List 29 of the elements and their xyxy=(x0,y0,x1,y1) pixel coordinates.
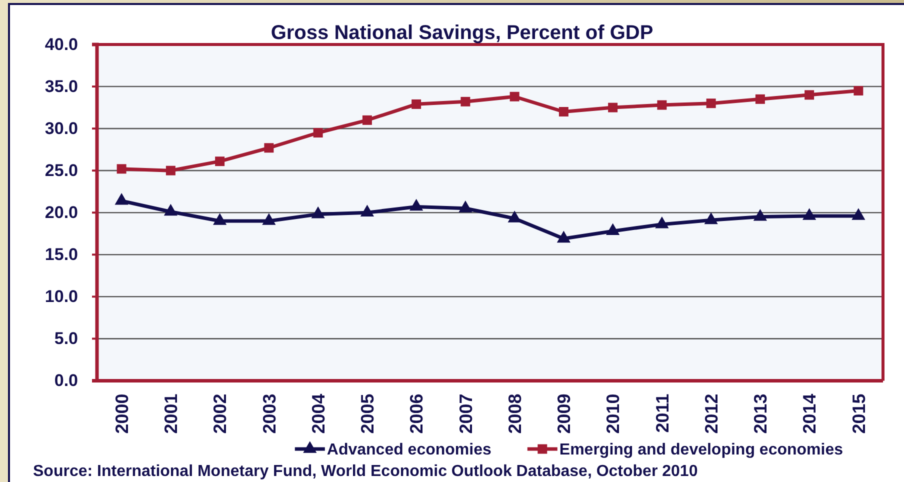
x-tick-label: 2003 xyxy=(259,394,280,434)
y-tick-label: 20.0 xyxy=(44,203,78,222)
x-tick-label: 2006 xyxy=(406,394,427,434)
x-tick-label: 2010 xyxy=(603,394,624,434)
y-tick-label: 5.0 xyxy=(54,329,78,348)
x-tick-label: 2000 xyxy=(112,394,132,434)
x-tick-label: 2001 xyxy=(160,394,181,434)
legend-label: Advanced economies xyxy=(326,442,492,459)
x-tick-label: 2008 xyxy=(504,394,525,434)
y-tick-label: 25.0 xyxy=(44,161,78,180)
y-tick-label: 35.0 xyxy=(44,76,78,96)
chart-title: Gross National Savings, Percent of GDP xyxy=(270,22,654,44)
y-tick-label: 40.0 xyxy=(44,34,78,54)
legend-label: Emerging and developing economies xyxy=(559,442,844,459)
y-tick-label: 10.0 xyxy=(44,287,78,306)
y-tick-label: 0.0 xyxy=(54,371,78,390)
x-tick-label: 2013 xyxy=(750,394,770,434)
x-tick-label: 2004 xyxy=(308,394,328,434)
x-tick-label: 2005 xyxy=(357,394,378,434)
x-tick-label: 2012 xyxy=(701,394,722,434)
x-tick-label: 2015 xyxy=(848,394,869,434)
source-note: Source: International Monetary Fund, World Economic Outlook Database, October 2010 xyxy=(33,463,698,480)
y-tick-label: 30.0 xyxy=(44,118,78,138)
x-tick-label: 2002 xyxy=(210,394,230,434)
x-tick-label: 2011 xyxy=(652,394,672,433)
x-tick-label: 2014 xyxy=(800,394,820,434)
x-tick-label: 2007 xyxy=(456,394,476,434)
y-tick-label: 15.0 xyxy=(44,245,78,264)
x-tick-label: 2009 xyxy=(554,394,574,434)
